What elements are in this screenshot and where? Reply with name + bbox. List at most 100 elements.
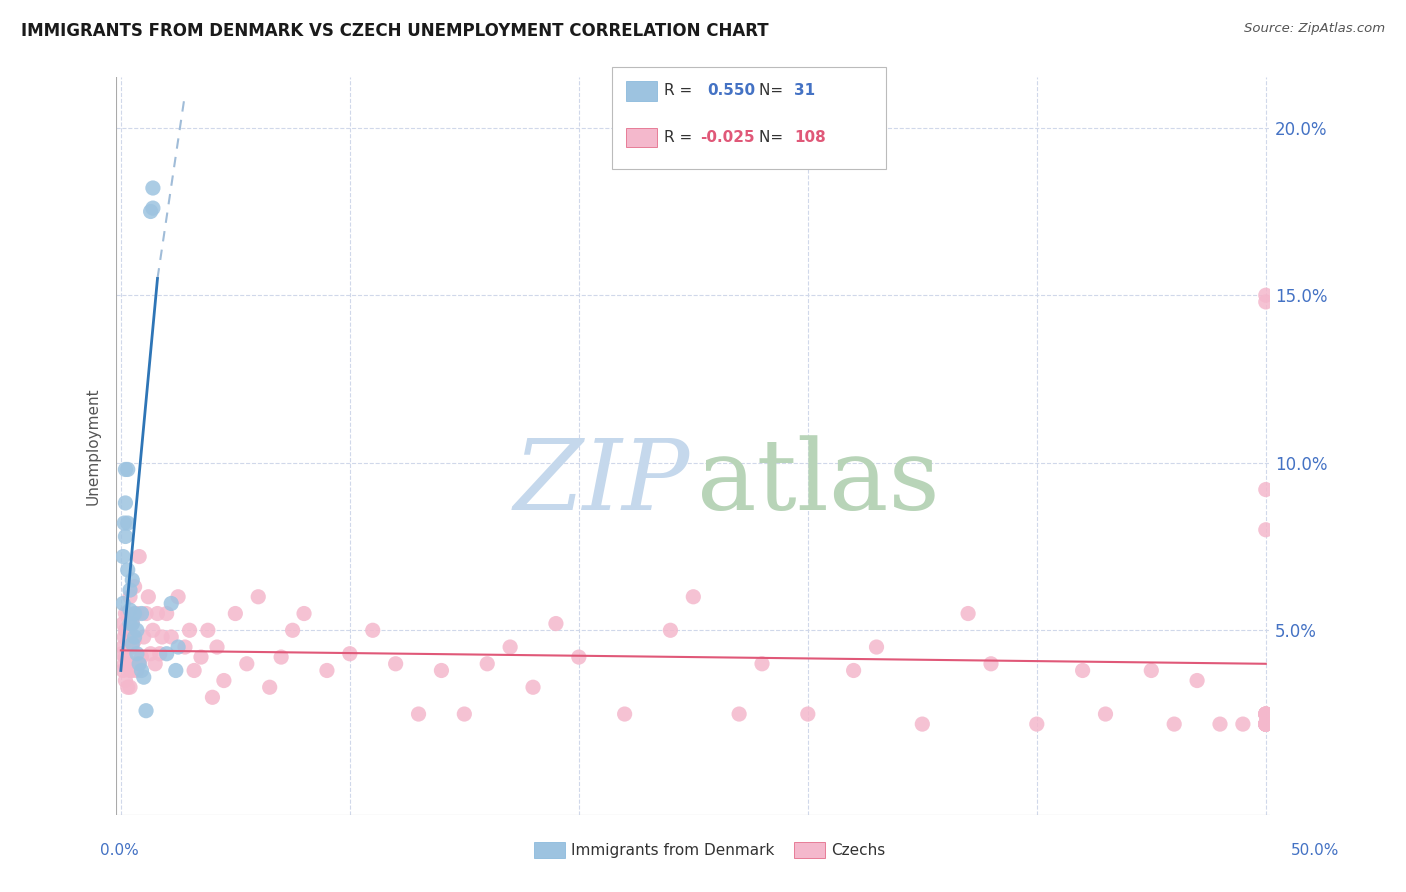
Point bbox=[728, 706, 751, 721]
Point bbox=[135, 704, 157, 718]
Point bbox=[1254, 717, 1277, 731]
Point bbox=[142, 201, 165, 215]
Point bbox=[522, 680, 544, 694]
Text: 50.0%: 50.0% bbox=[1291, 843, 1339, 858]
Point bbox=[339, 647, 361, 661]
Point bbox=[114, 529, 136, 543]
Point bbox=[112, 597, 135, 611]
Point bbox=[1254, 717, 1277, 731]
Text: 0.550: 0.550 bbox=[707, 84, 755, 98]
Point bbox=[165, 664, 187, 678]
Point bbox=[118, 624, 141, 638]
Point bbox=[797, 706, 820, 721]
Point bbox=[131, 650, 153, 665]
Point bbox=[114, 607, 136, 621]
Point bbox=[236, 657, 259, 671]
Point bbox=[117, 633, 139, 648]
Point bbox=[1209, 717, 1232, 731]
Point bbox=[1254, 717, 1277, 731]
Point bbox=[128, 657, 150, 671]
Point bbox=[132, 630, 155, 644]
Point bbox=[1254, 706, 1277, 721]
Point bbox=[114, 496, 136, 510]
Point bbox=[112, 630, 135, 644]
Point bbox=[408, 706, 430, 721]
Point bbox=[117, 657, 139, 671]
Point bbox=[121, 616, 143, 631]
Point bbox=[911, 717, 934, 731]
Text: R =: R = bbox=[664, 130, 697, 145]
Point bbox=[430, 664, 453, 678]
Point bbox=[212, 673, 235, 688]
Point bbox=[160, 597, 183, 611]
Point bbox=[112, 664, 135, 678]
Point bbox=[477, 657, 499, 671]
Point bbox=[751, 657, 773, 671]
Point bbox=[167, 640, 190, 654]
Point bbox=[112, 549, 135, 564]
Point bbox=[1025, 717, 1047, 731]
Point bbox=[1185, 673, 1208, 688]
Point bbox=[124, 607, 146, 621]
Point bbox=[117, 462, 139, 476]
Point bbox=[1254, 294, 1277, 309]
Y-axis label: Unemployment: Unemployment bbox=[86, 387, 100, 505]
Text: Czechs: Czechs bbox=[831, 843, 886, 857]
Point bbox=[1254, 717, 1277, 731]
Text: 108: 108 bbox=[794, 130, 827, 145]
Point bbox=[142, 181, 165, 195]
Point bbox=[118, 680, 141, 694]
Point bbox=[121, 616, 143, 631]
Point bbox=[124, 580, 146, 594]
Point bbox=[117, 680, 139, 694]
Point bbox=[270, 650, 292, 665]
Point bbox=[112, 657, 135, 671]
Point bbox=[128, 549, 150, 564]
Point bbox=[132, 670, 155, 684]
Point bbox=[167, 590, 190, 604]
Point bbox=[121, 573, 143, 587]
Point bbox=[499, 640, 522, 654]
Point bbox=[125, 624, 148, 638]
Point bbox=[1254, 706, 1277, 721]
Point bbox=[135, 607, 157, 621]
Point bbox=[1254, 717, 1277, 731]
Point bbox=[118, 664, 141, 678]
Point bbox=[1254, 483, 1277, 497]
Point bbox=[125, 647, 148, 661]
Point bbox=[114, 650, 136, 665]
Text: Immigrants from Denmark: Immigrants from Denmark bbox=[571, 843, 775, 857]
Point bbox=[156, 647, 179, 661]
Text: N=: N= bbox=[759, 84, 789, 98]
Point bbox=[281, 624, 304, 638]
Point bbox=[1254, 717, 1277, 731]
Text: N=: N= bbox=[759, 130, 789, 145]
Point bbox=[128, 657, 150, 671]
Text: 0.0%: 0.0% bbox=[100, 843, 139, 858]
Text: Source: ZipAtlas.com: Source: ZipAtlas.com bbox=[1244, 22, 1385, 36]
Point bbox=[316, 664, 339, 678]
Point bbox=[117, 563, 139, 577]
Point bbox=[121, 637, 143, 651]
Text: -0.025: -0.025 bbox=[700, 130, 755, 145]
Point bbox=[118, 590, 141, 604]
Text: ZIP: ZIP bbox=[513, 435, 690, 531]
Point bbox=[1254, 706, 1277, 721]
Point bbox=[1254, 717, 1277, 731]
Point bbox=[125, 607, 148, 621]
Point bbox=[143, 657, 166, 671]
Point bbox=[114, 624, 136, 638]
Point bbox=[114, 462, 136, 476]
Point bbox=[1254, 717, 1277, 731]
Point bbox=[150, 630, 173, 644]
Point bbox=[160, 630, 183, 644]
Point bbox=[980, 657, 1002, 671]
Point bbox=[139, 647, 162, 661]
Point bbox=[259, 680, 281, 694]
Point bbox=[1254, 717, 1277, 731]
Point bbox=[149, 647, 172, 661]
Point bbox=[1163, 717, 1185, 731]
Point bbox=[1254, 523, 1277, 537]
Text: R =: R = bbox=[664, 84, 697, 98]
Point bbox=[111, 647, 134, 661]
